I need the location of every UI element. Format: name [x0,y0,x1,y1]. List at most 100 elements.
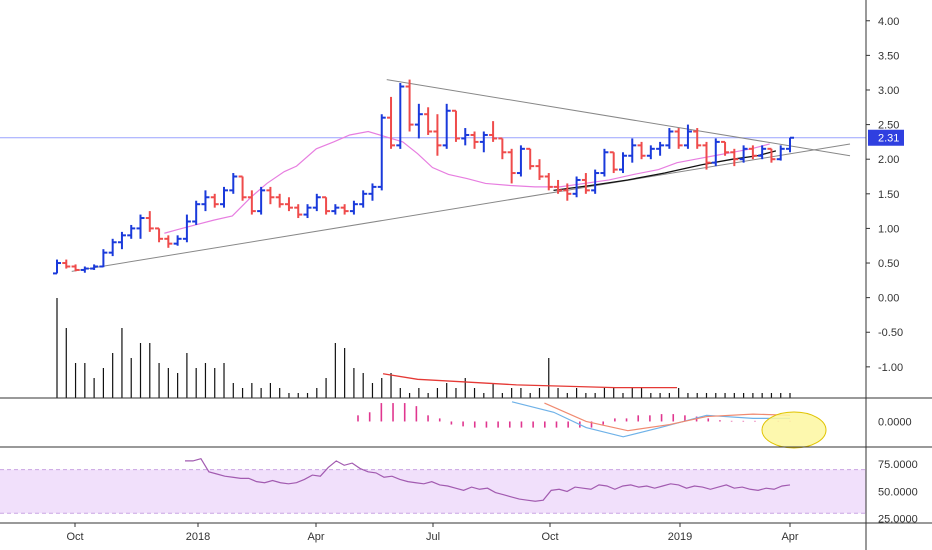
ohlc-bar [303,204,312,219]
macd-tick-label: 0.0000 [878,416,912,428]
ohlc-bar [71,264,80,272]
ohlc-bar [53,259,61,275]
y-tick-label: 3.00 [878,85,899,97]
ohlc-bar [312,193,321,212]
ohlc-bar [479,131,488,153]
x-tick-label: 2019 [668,531,692,543]
ohlc-bar [470,131,479,149]
ohlc-bar [786,136,794,153]
ohlc-bar [489,121,498,142]
ohlc-bar [646,145,655,160]
y-tick-label: 1.50 [878,189,899,201]
y-tick-label: 4.00 [878,16,899,28]
rsi-tick-label: 50.0000 [878,486,918,498]
ohlc-bar [498,137,507,160]
ohlc-bar [424,107,433,135]
ohlc-bar [238,175,247,201]
y-tick-label: 0.50 [878,258,899,270]
ohlc-bar [284,197,293,212]
ohlc-bar [136,214,145,239]
macd-line [511,401,790,438]
y-tick-label: 2.50 [878,120,899,132]
y-tick-label: 0.00 [878,293,899,305]
ohlc-bar [377,114,386,191]
x-tick-label: Apr [307,531,324,543]
y-tick-label: -1.00 [878,362,903,374]
rsi-line [185,458,791,502]
ohlc-bar [739,145,748,163]
ohlc-bar [192,200,201,225]
ohlc-bar [201,190,210,212]
x-tick-label: 2018 [186,531,210,543]
ohlc-bar [108,238,117,257]
ohlc-bar [711,138,720,167]
x-tick-label: Oct [66,531,83,543]
ohlc-bar [693,128,702,149]
highlight-ellipse [761,411,827,449]
ohlc-bar [637,141,646,160]
ohlc-bar [563,183,572,201]
ohlc-bar [461,128,470,146]
ohlc-bar [674,128,683,149]
ohlc-bar [294,204,303,219]
y-tick-label: 2.00 [878,154,899,166]
ohlc-bar [581,173,590,194]
trendline [386,79,851,157]
last-price-badge [868,129,904,146]
ohlc-bar [442,103,451,149]
ohlc-bar [164,235,173,248]
ohlc-bar [414,103,423,139]
ohlc-bar [266,186,275,205]
volume-ma-line [382,373,678,389]
ohlc-bar [349,200,358,215]
x-tick-label: Jul [426,531,440,543]
ohlc-bar [730,148,739,167]
ohlc-bar [331,204,340,215]
ohlc-bar [609,151,618,174]
ohlc-bar [396,83,405,149]
rsi-tick-label: 75.0000 [878,459,918,471]
ohlc-bar [182,214,191,243]
macd-panel [357,401,827,449]
ohlc-bar [665,128,674,149]
ohlc-bar [145,211,154,232]
trendline [71,143,851,272]
ohlc-bar [220,186,229,208]
ohlc-bar [526,147,535,170]
macd-signal-line [544,402,791,432]
ohlc-bar [535,159,544,180]
rsi-tick-label: 25.0000 [878,514,918,526]
ohlc-bar [433,114,442,156]
ohlc-bar [340,204,349,215]
ohlc-bar [748,145,757,160]
ohlc-bar [721,140,730,156]
rsi-band [0,469,866,514]
y-tick-label: -0.50 [878,327,903,339]
y-tick-label: 1.00 [878,223,899,235]
ohlc-bar [554,179,563,194]
ma-short-line [164,130,770,234]
ohlc-bar [516,145,525,177]
ohlc-bar [155,227,164,243]
ohlc-bar [275,193,284,208]
ohlc-bar [127,224,136,239]
ohlc-bar [405,79,414,132]
ohlc-bar [683,124,692,149]
ohlc-bar [210,193,219,208]
ohlc-bar [173,235,182,246]
ohlc-bar [229,173,238,194]
ohlc-bar [544,173,553,191]
ohlc-bar [322,196,331,215]
ohlc-bar [451,109,460,142]
ohlc-bar [702,141,711,170]
ohlc-bar [257,186,266,215]
ohlc-bar [117,231,126,250]
ohlc-bar [758,145,767,160]
rsi-panel [0,458,866,514]
ohlc-bar [387,96,396,149]
x-tick-label: Apr [781,531,798,543]
ohlc-bar [90,264,99,270]
ohlc-bar [572,176,581,198]
